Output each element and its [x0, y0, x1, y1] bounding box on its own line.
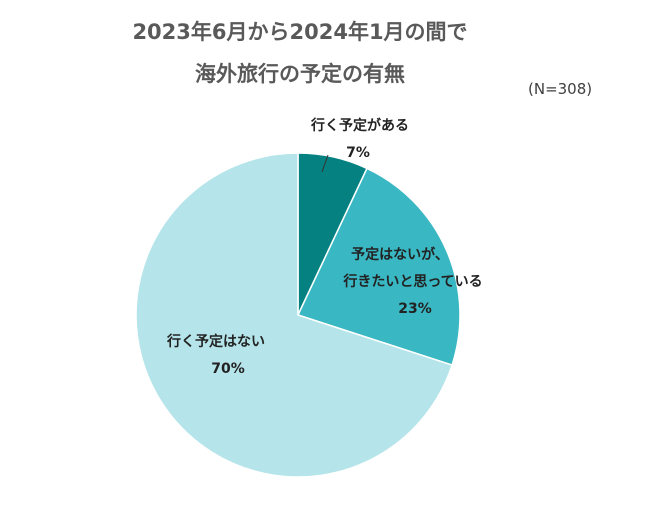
slice-label-wish-line2: 行きたいと思っている	[342, 273, 482, 290]
pie-slice-not-planned	[135, 152, 454, 478]
slice-value-not-planned: 70%	[211, 361, 245, 377]
pie-slice-wish	[296, 167, 461, 367]
slice-label-not-planned: 行く予定はない	[166, 333, 265, 350]
slice-value-wish: 23%	[398, 301, 432, 317]
chart-title-line2: 海外旅行の予定の有無	[195, 62, 405, 86]
sample-size-note: (N=308)	[528, 80, 593, 98]
slice-value-planned: 7%	[346, 145, 370, 161]
chart-title-line1: 2023年6月から2024年1月の間で	[132, 20, 468, 44]
slice-label-planned: 行く予定がある	[310, 117, 409, 134]
slice-label-wish-line1: 予定はないが、	[351, 246, 449, 263]
leader-line	[321, 154, 329, 173]
